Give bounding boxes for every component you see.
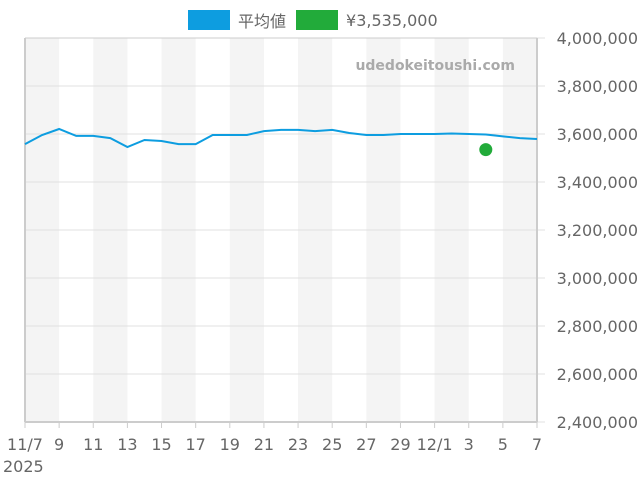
legend-label-price: ¥3,535,000 xyxy=(346,10,438,30)
legend-label-average: 平均値 xyxy=(238,12,287,31)
y-tick-label: 4,000,000 xyxy=(557,29,638,48)
x-tick-label: 29 xyxy=(390,435,410,454)
legend-swatch-price xyxy=(296,10,339,30)
y-tick-label: 3,600,000 xyxy=(557,125,638,144)
x-tick-label: 23 xyxy=(288,435,308,454)
x-tick-label: 11 xyxy=(83,435,103,454)
y-tick-label: 3,200,000 xyxy=(557,221,638,240)
x-tick-label: 5 xyxy=(498,435,508,454)
x-tick-label: 12/1 xyxy=(417,435,453,454)
x-tick-label: 9 xyxy=(54,435,64,454)
x-tick-label: 7 xyxy=(532,435,542,454)
y-tick-label: 2,400,000 xyxy=(557,413,638,432)
legend-swatch-average xyxy=(188,10,230,30)
x-tick-label: 27 xyxy=(356,435,376,454)
x-tick-label: 11/7 xyxy=(7,435,43,454)
x-tick-label: 13 xyxy=(117,435,137,454)
y-tick-label: 3,000,000 xyxy=(557,269,638,288)
watermark: udedokeitoushi.com xyxy=(355,58,515,74)
x-tick-label: 3 xyxy=(464,435,474,454)
y-tick-label: 3,400,000 xyxy=(557,173,638,192)
y-axis-ticks: 2,400,000 2,600,000 2,800,000 3,000,000 3,20… xyxy=(557,29,638,432)
legend-item-price[interactable]: ¥3,535,000 xyxy=(296,10,438,30)
y-tick-label: 2,800,000 xyxy=(557,317,638,336)
x-tick-label: 21 xyxy=(254,435,274,454)
legend-item-average[interactable]: 平均値 xyxy=(188,8,286,32)
average-price-line[interactable] xyxy=(24,127,538,149)
y-tick-label: 3,800,000 xyxy=(557,77,638,96)
y-tick-label: 2,600,000 xyxy=(557,365,638,384)
current-price-point[interactable] xyxy=(479,143,493,157)
x-axis-ticks: 11/7 9 11 13 15 17 19 21 23 25 27 29 12/1 3 5 7 xyxy=(7,422,542,454)
x-tick-label: 25 xyxy=(322,435,342,454)
x-tick-label: 19 xyxy=(220,435,240,454)
x-tick-label: 15 xyxy=(151,435,171,454)
x-tick-label: 17 xyxy=(185,435,205,454)
x-axis-year-label: 2025 xyxy=(3,457,44,476)
chart-legend: 平均値 ¥3,535,000 xyxy=(188,8,448,32)
